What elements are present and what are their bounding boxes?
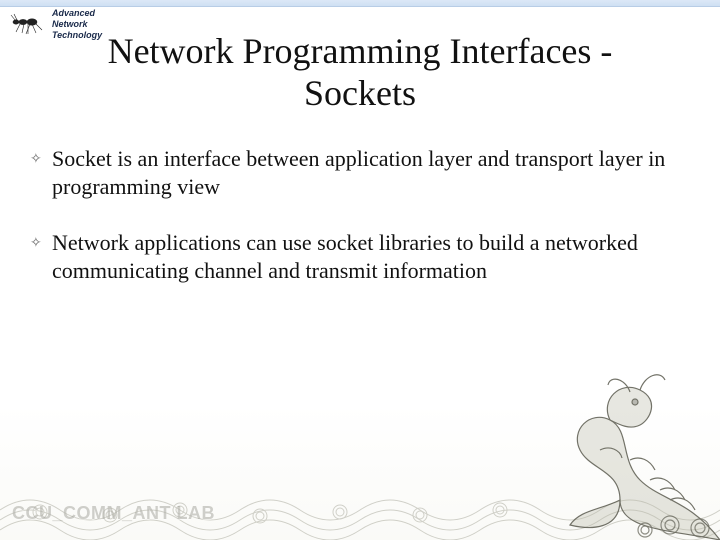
bullet-text: Socket is an interface between applicati… — [52, 145, 680, 201]
logo-line2: Network — [52, 19, 102, 30]
footer-lab-label: CCU_COMM_ANT LAB — [12, 503, 215, 524]
dragon-decoration-icon — [510, 350, 720, 540]
slide-body: ✧ Socket is an interface between applica… — [30, 145, 680, 313]
title-line2: Sockets — [0, 72, 720, 114]
bullet-marker-icon: ✧ — [30, 229, 52, 258]
bullet-item: ✧ Network applications can use socket li… — [30, 229, 680, 285]
bullet-item: ✧ Socket is an interface between applica… — [30, 145, 680, 201]
logo-line1: Advanced — [52, 8, 102, 19]
slide-container: Advanced Network Technology Network Prog… — [0, 0, 720, 540]
slide-title: Network Programming Interfaces - Sockets — [0, 30, 720, 114]
title-line1: Network Programming Interfaces - — [0, 30, 720, 72]
bullet-marker-icon: ✧ — [30, 145, 52, 174]
window-titlebar — [0, 0, 720, 7]
bullet-text: Network applications can use socket libr… — [52, 229, 680, 285]
